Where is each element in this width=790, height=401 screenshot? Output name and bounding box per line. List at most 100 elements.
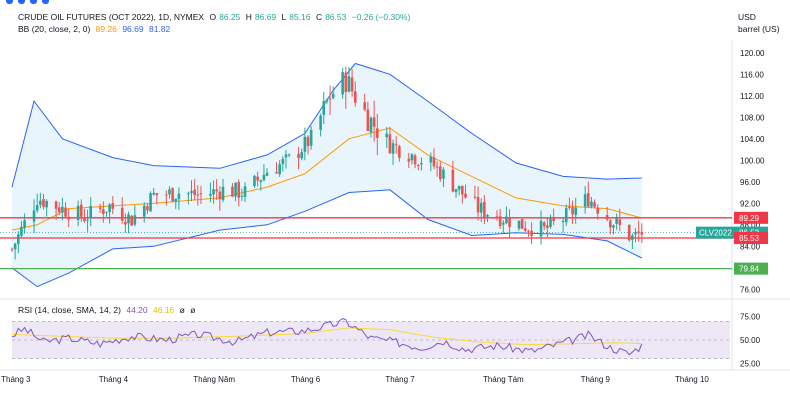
candle-body [568, 206, 571, 208]
candle-body [67, 216, 70, 220]
candle-body [187, 193, 190, 195]
candle-body [520, 219, 524, 229]
bb-fill [12, 63, 642, 287]
candle-body [442, 169, 445, 179]
candle-body [83, 217, 86, 222]
candle-body [120, 207, 124, 221]
candle-body [391, 143, 395, 154]
candle-body [561, 220, 565, 222]
rsi-ma-value: 46.16 [153, 305, 175, 315]
candle-body [149, 193, 152, 212]
candle-body [394, 144, 398, 146]
ohlc-close-value: 86.53 [325, 12, 347, 22]
candle-body [171, 188, 174, 202]
candle-body [552, 218, 555, 222]
price-tick-label: 92.00 [740, 199, 761, 208]
bb-legend[interactable]: BB (20, close, 2, 0) 89.26 96.69 81.82 [18, 24, 173, 34]
price-tick-label: 120.00 [740, 49, 765, 58]
candle-body [155, 193, 159, 196]
candle-body [398, 146, 401, 158]
candle-body [168, 189, 171, 195]
ohlc-change: −0.26 (−0.30%) [351, 12, 411, 22]
symbol-name[interactable]: CRUDE OIL FUTURES (OCT 2022), 1D, NYMEX [18, 12, 205, 22]
candle-body [275, 172, 278, 174]
ohlc-open-value: 86.25 [219, 12, 241, 22]
rsi-tick-label: 50.00 [740, 336, 761, 345]
price-tick-label: 104.00 [740, 135, 765, 144]
candle-body [549, 217, 552, 227]
candle-body [45, 201, 48, 208]
candle-body [586, 193, 590, 207]
candle-body [146, 206, 149, 211]
ohlc-low-label: L [281, 12, 287, 22]
candle-body [615, 218, 618, 224]
rsi-legend[interactable]: RSI (14, close, SMA, 14, 2) 44.20 46.16 … [18, 305, 198, 315]
candle-body [281, 158, 285, 165]
candle-body [193, 189, 196, 196]
candle-body [243, 186, 247, 197]
candle-body [303, 136, 307, 152]
time-axis-label: Tháng Năm [193, 375, 235, 384]
price-level-tag [734, 262, 768, 275]
candle-body [300, 152, 304, 159]
candle-body [76, 205, 80, 221]
bb-lower-value: 81.82 [148, 24, 171, 34]
toolbar-dot-icon [18, 0, 25, 4]
candle-body [631, 235, 634, 240]
bb-basis-value: 89.26 [95, 24, 117, 34]
bb-lower-line [11, 189, 643, 288]
price-tick-label: 100.00 [740, 156, 765, 165]
candle-body [142, 205, 146, 217]
candle-body [353, 91, 357, 103]
candle-body [571, 207, 574, 215]
rsi-ma-line [11, 327, 642, 346]
rsi-tick-label: 75.00 [740, 313, 761, 322]
time-axis-label: Tháng 4 [99, 375, 129, 384]
candle-body [476, 197, 480, 213]
candle-body [486, 215, 489, 217]
candle-body [218, 191, 222, 200]
candle-body [483, 201, 486, 218]
toolbar-dot-icon [30, 0, 37, 4]
rsi-label: RSI (14, close, SMA, 14, 2) [18, 305, 121, 315]
candle-body [259, 180, 263, 183]
candle-body [39, 200, 42, 205]
candle-body [574, 207, 577, 215]
candle-body [618, 219, 622, 225]
candle-body [634, 232, 637, 235]
candle-body [105, 211, 108, 213]
unit-label: barrel (US) [738, 24, 780, 34]
candle-body [79, 204, 83, 217]
candle-body [593, 202, 596, 207]
rsi-value: 44.20 [126, 305, 148, 315]
candle-body [322, 101, 326, 115]
candle-body [35, 205, 39, 211]
candle-body [16, 234, 20, 244]
candle-body [612, 225, 615, 228]
candle-body [413, 155, 417, 165]
candle-body [501, 222, 505, 225]
candle-body [319, 115, 322, 130]
candle-body [410, 154, 414, 161]
candle-body [407, 158, 411, 162]
candle-body [363, 102, 367, 110]
symbol-header: CRUDE OIL FUTURES (OCT 2022), 1D, NYMEX … [18, 12, 413, 22]
candle-body [590, 201, 593, 207]
candle-body [278, 164, 281, 175]
candle-body [297, 153, 300, 158]
candle-body [609, 220, 612, 228]
candle-body [86, 219, 89, 221]
price-level-label: 89.29 [739, 214, 760, 223]
candle-body [517, 220, 521, 229]
candle-body [605, 215, 609, 220]
candle-body [127, 214, 130, 224]
bb-upper-value: 96.69 [122, 24, 144, 34]
candle-body [234, 182, 237, 197]
candle-body [199, 193, 203, 195]
candle-body [64, 207, 67, 217]
time-axis-label: Tháng 10 [675, 375, 709, 384]
candle-body [212, 189, 215, 195]
rsi-extra-2: ø [190, 305, 196, 315]
candle-body [10, 248, 14, 250]
